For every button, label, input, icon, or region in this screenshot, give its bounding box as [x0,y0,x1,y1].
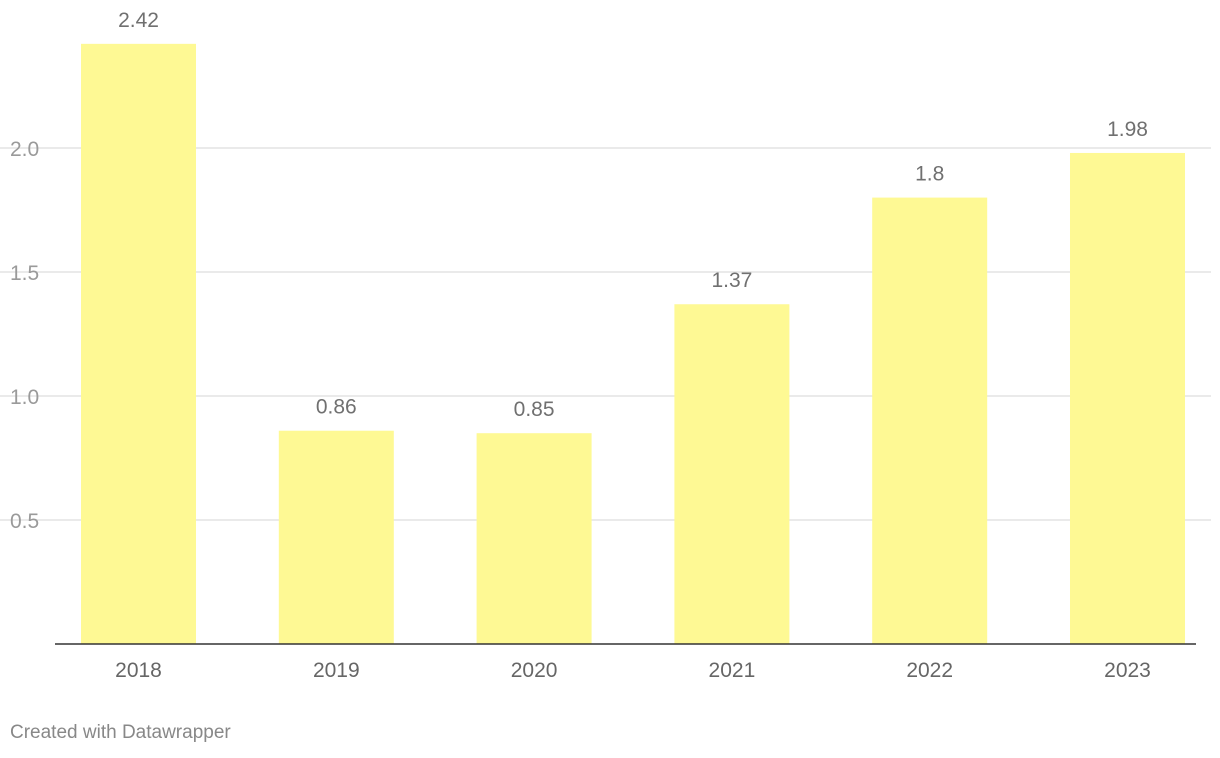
x-tick-label: 2018 [115,659,162,682]
x-tick-label: 2022 [906,659,953,682]
value-labels: 2.42 0.86 0.85 1.37 1.8 1.98 [118,9,1148,421]
bar-2023 [1070,152,1185,644]
value-label: 0.85 [514,398,555,421]
value-label: 0.86 [316,396,357,419]
y-tick-label: 0.5 [10,510,39,533]
value-label: 1.37 [711,269,752,292]
x-tick-label: 2019 [313,659,360,682]
bar-2019 [278,430,394,644]
x-tick-label: 2021 [709,659,756,682]
x-tick-label: 2023 [1104,659,1151,682]
value-label: 1.98 [1107,118,1148,141]
axes: 0.5 1.0 1.5 2.0 2018 2019 2020 2021 2022 2023 [10,138,1196,682]
y-tick-label: 1.0 [10,386,39,409]
bars [81,43,1185,644]
value-label: 1.8 [915,163,944,186]
value-label: 2.42 [118,9,159,32]
y-tick-label: 1.5 [10,262,39,285]
gridlines [0,147,1211,521]
bar-2022 [872,197,988,644]
bar-2020 [476,433,592,644]
y-tick-label: 2.0 [10,138,39,161]
bar-2021 [674,304,790,644]
datawrapper-credit: Created with Datawrapper [10,722,231,743]
bar-2018 [81,43,196,644]
x-tick-label: 2020 [511,659,558,682]
